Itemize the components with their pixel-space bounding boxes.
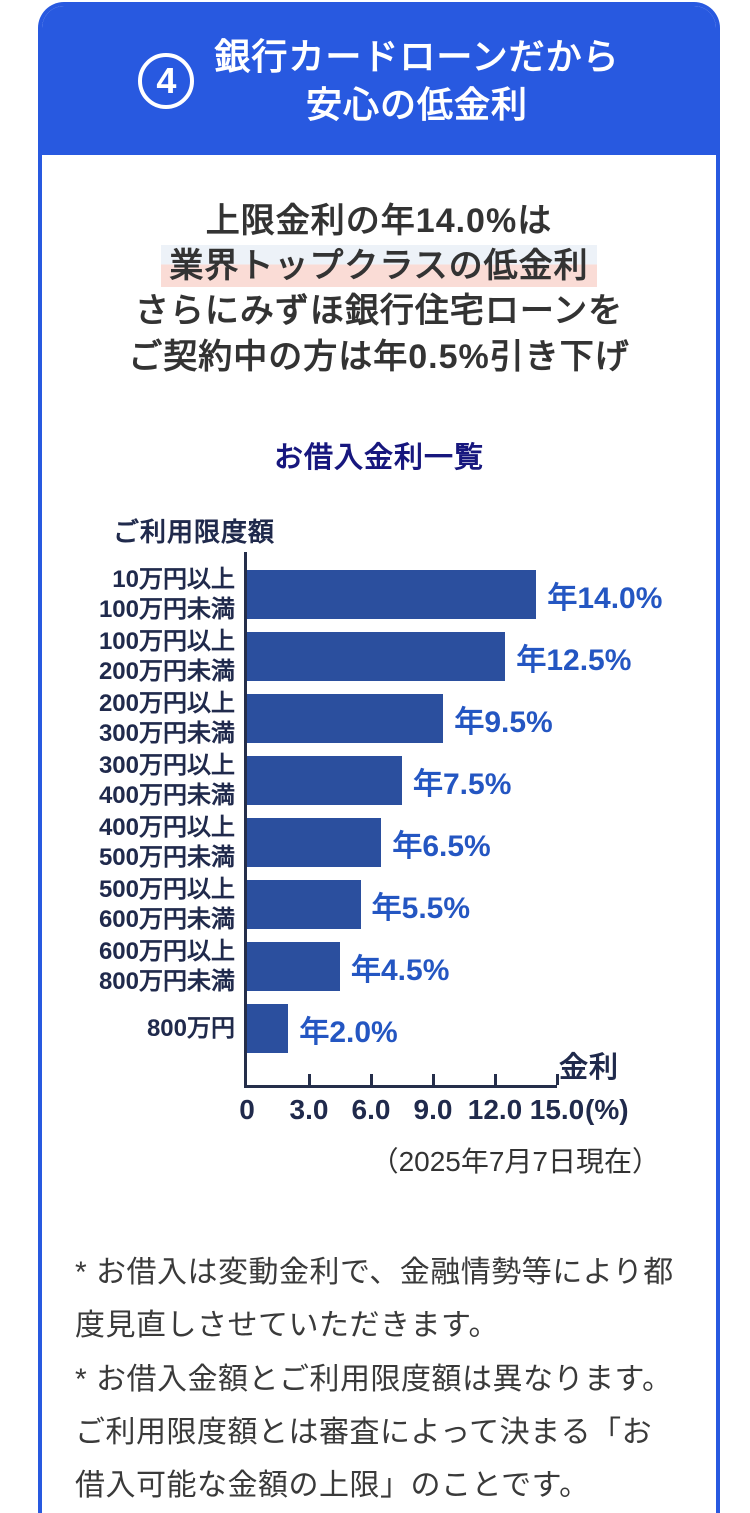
rate-value-label: 年5.5% (371, 891, 471, 925)
loan-info-card: 4 銀行カードローンだから 安心の低金利 上限金利の年14.0%は 業界トップク… (38, 2, 720, 1513)
rate-bar (247, 818, 382, 868)
rate-value-label: 年7.5% (413, 767, 512, 801)
category-label: 800万円 (72, 1014, 247, 1044)
rate-value-label: 年12.5% (516, 643, 632, 677)
category-label: 100万円以上 200万円未満 (72, 627, 247, 687)
category-label-line: 400万円以上 (98, 813, 235, 841)
category-label-line: 100万円未満 (98, 595, 235, 623)
category-label-line: 300万円以上 (98, 751, 235, 779)
category-label-line: 800万円 (146, 1014, 235, 1042)
rate-bar (247, 756, 402, 806)
headline: 上限金利の年14.0%は 業界トップクラスの低金利 さらにみずほ銀行住宅ローンを… (42, 199, 716, 380)
x-axis-unit: (%) (585, 1093, 629, 1125)
category-label: 200万円以上 300万円未満 (72, 689, 247, 749)
x-tick-label: 6.0 (351, 1093, 391, 1125)
rate-value-label: 年14.0% (547, 581, 663, 615)
x-tick-mark (308, 1073, 311, 1085)
x-tick-mark (556, 1073, 559, 1085)
chart-row: 800万円 年2.0% (72, 998, 716, 1060)
category-label-line: 500万円以上 (98, 875, 235, 903)
rate-bar (247, 942, 340, 992)
x-tick-mark (370, 1073, 373, 1085)
footnotes: * お借入は変動金利で、金融情勢等により都度見直しさせていただきます。 * お借… (75, 1246, 682, 1513)
y-axis-label: ご利用限度額 (113, 516, 276, 547)
rate-bar (247, 694, 444, 744)
category-label-line: 200万円以上 (98, 689, 235, 717)
headline-line1: 上限金利の年14.0%は (205, 202, 553, 240)
bar-zone: 年5.5% (247, 874, 716, 936)
x-tick-label: 0 (239, 1093, 255, 1125)
category-label: 10万円以上 100万円未満 (72, 565, 247, 625)
rate-value-label: 年2.0% (299, 1015, 398, 1049)
headline-line4: ご契約中の方は年0.5%引き下げ (128, 337, 630, 376)
footnote-1: * お借入は変動金利で、金融情勢等により都度見直しさせていただきます。 (75, 1255, 674, 1343)
rate-value-label: 年6.5% (392, 829, 491, 863)
rate-bar (247, 1004, 289, 1054)
headline-line2: 業界トップクラスの低金利 (42, 244, 716, 289)
category-label: 600万円以上 800万円未満 (72, 937, 247, 997)
as-of-date: （2025年7月7日現在） (370, 1145, 660, 1177)
card-header: 4 銀行カードローンだから 安心の低金利 (42, 6, 716, 155)
chart-row: 200万円以上 300万円未満 年9.5% (72, 688, 716, 750)
bar-zone: 年6.5% (247, 812, 716, 874)
x-axis-line: 金利 (247, 1052, 618, 1088)
badge-number: 4 (156, 59, 177, 101)
category-label-line: 200万円未満 (98, 657, 235, 685)
y-axis-line (244, 551, 247, 1088)
x-tick-mark (432, 1073, 435, 1085)
bar-zone: 年14.0% (247, 564, 716, 626)
chart-row: 10万円以上 100万円未満 年14.0% (72, 564, 716, 626)
chart-row: 600万円以上 800万円未満 年4.5% (72, 936, 716, 998)
category-label-line: 600万円以上 (98, 937, 235, 965)
x-tick-label: 3.0 (289, 1093, 329, 1125)
chart-row: 300万円以上 400万円未満 年7.5% (72, 750, 716, 812)
x-tick-labels: (%) 0 3.0 6.0 9.0 12.0 15.0 (239, 1088, 716, 1128)
x-tick-label: 9.0 (413, 1093, 453, 1125)
category-label: 500万円以上 600万円未満 (72, 875, 247, 935)
rate-value-label: 年4.5% (351, 953, 450, 987)
x-axis-name: 金利 (559, 1051, 620, 1084)
rate-bar (247, 632, 506, 682)
category-label-line: 300万円未満 (98, 719, 235, 747)
x-tick-mark (494, 1073, 497, 1085)
category-label-line: 600万円未満 (98, 905, 235, 933)
chart-rows: 10万円以上 100万円未満 年14.0% 100万円以上 200万円未満 年12.5% 2… (72, 551, 716, 1088)
card-header-title: 銀行カードローンだから 安心の低金利 (214, 33, 619, 128)
header-title-line1: 銀行カードローンだから (214, 35, 620, 77)
category-label-line: 10万円以上 (112, 565, 235, 593)
chart-title: お借入金利一覧 (273, 441, 484, 474)
category-label: 300万円以上 400万円未満 (72, 751, 247, 811)
rate-value-label: 年9.5% (454, 705, 553, 739)
category-label-line: 800万円未満 (98, 967, 235, 995)
bar-zone: 年12.5% (247, 626, 716, 688)
chart-row: 500万円以上 600万円未満 年5.5% (72, 874, 716, 936)
circled-number-4-icon: 4 (138, 52, 195, 109)
bar-zone: 年4.5% (247, 936, 716, 998)
bar-zone: 年7.5% (247, 750, 716, 812)
header-title-line2: 安心の低金利 (305, 83, 528, 125)
interest-rate-bar-chart: ご利用限度額 10万円以上 100万円未満 年14.0% 100万円以上 200万円未満… (42, 512, 716, 1180)
rate-bar (247, 570, 537, 620)
chart-row: 100万円以上 200万円未満 年12.5% (72, 626, 716, 688)
category-label: 400万円以上 500万円未満 (72, 813, 247, 873)
bar-zone: 年9.5% (247, 688, 716, 750)
chart-row: 400万円以上 500万円未満 年6.5% (72, 812, 716, 874)
category-label-line: 400万円未満 (98, 781, 235, 809)
category-label-line: 100万円以上 (98, 627, 235, 655)
footnote-2: * お借入金額とご利用限度額は異なります。ご利用限度額とは審査によって決まる「お… (75, 1362, 673, 1503)
bar-zone: 年2.0% (247, 998, 716, 1060)
category-label-line: 500万円未満 (98, 843, 235, 871)
headline-highlight: 業界トップクラスの低金利 (161, 245, 597, 288)
rate-bar (247, 880, 361, 930)
x-tick-label: 12.0 (467, 1093, 523, 1125)
x-tick-label: 15.0 (529, 1093, 585, 1125)
headline-line3: さらにみずほ銀行住宅ローンを (134, 292, 624, 331)
